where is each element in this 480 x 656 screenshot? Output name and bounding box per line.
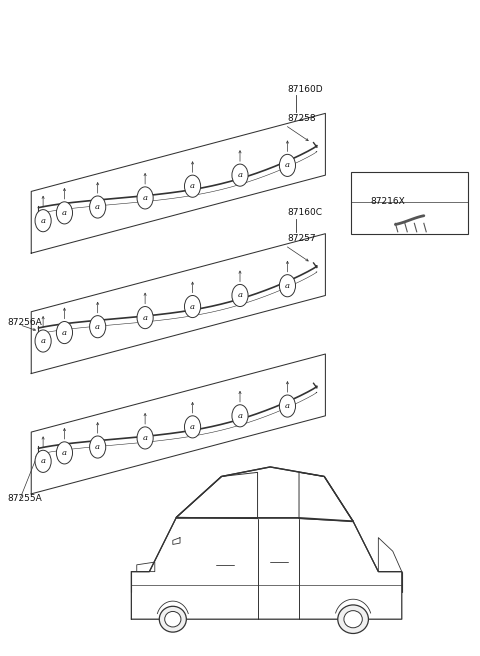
Circle shape bbox=[90, 436, 106, 458]
Text: 87160C: 87160C bbox=[288, 209, 323, 217]
Text: a: a bbox=[190, 302, 195, 310]
Circle shape bbox=[56, 321, 72, 344]
Circle shape bbox=[56, 202, 72, 224]
Text: a: a bbox=[190, 182, 195, 190]
Circle shape bbox=[90, 196, 106, 218]
Text: a: a bbox=[95, 203, 100, 211]
Circle shape bbox=[90, 316, 106, 338]
Ellipse shape bbox=[344, 611, 362, 628]
Circle shape bbox=[137, 187, 153, 209]
Circle shape bbox=[35, 450, 51, 472]
FancyBboxPatch shape bbox=[351, 172, 468, 234]
Text: a: a bbox=[143, 434, 148, 442]
Text: 87257: 87257 bbox=[288, 234, 316, 243]
Circle shape bbox=[232, 405, 248, 427]
Text: a: a bbox=[95, 323, 100, 331]
Text: a: a bbox=[190, 423, 195, 431]
Text: a: a bbox=[285, 161, 290, 169]
Ellipse shape bbox=[338, 605, 369, 634]
Text: a: a bbox=[285, 402, 290, 410]
Circle shape bbox=[137, 427, 153, 449]
Text: a: a bbox=[62, 449, 67, 457]
Circle shape bbox=[279, 154, 296, 176]
Text: a: a bbox=[62, 209, 67, 217]
Circle shape bbox=[279, 395, 296, 417]
Text: a: a bbox=[41, 216, 46, 224]
Circle shape bbox=[184, 295, 201, 318]
Text: 87160D: 87160D bbox=[288, 85, 323, 94]
Text: a: a bbox=[238, 291, 242, 300]
Text: a: a bbox=[238, 171, 242, 179]
Circle shape bbox=[35, 330, 51, 352]
Circle shape bbox=[279, 275, 296, 297]
Text: a: a bbox=[143, 314, 148, 321]
Text: a: a bbox=[143, 194, 148, 202]
Circle shape bbox=[184, 175, 201, 197]
Circle shape bbox=[56, 442, 72, 464]
Text: 87216X: 87216X bbox=[371, 197, 405, 206]
Text: a: a bbox=[95, 443, 100, 451]
Ellipse shape bbox=[165, 611, 181, 627]
Text: 87256A: 87256A bbox=[8, 318, 42, 327]
Ellipse shape bbox=[159, 606, 186, 632]
Text: a: a bbox=[238, 412, 242, 420]
Circle shape bbox=[232, 285, 248, 306]
Circle shape bbox=[355, 192, 370, 211]
Circle shape bbox=[35, 210, 51, 232]
Text: a: a bbox=[41, 337, 46, 345]
Text: a: a bbox=[41, 457, 46, 465]
Text: 87255A: 87255A bbox=[8, 494, 42, 503]
Text: a: a bbox=[360, 197, 365, 205]
Text: a: a bbox=[285, 281, 290, 290]
Circle shape bbox=[232, 164, 248, 186]
Circle shape bbox=[184, 416, 201, 438]
Text: a: a bbox=[62, 329, 67, 337]
Circle shape bbox=[137, 306, 153, 329]
Text: 87258: 87258 bbox=[288, 114, 316, 123]
